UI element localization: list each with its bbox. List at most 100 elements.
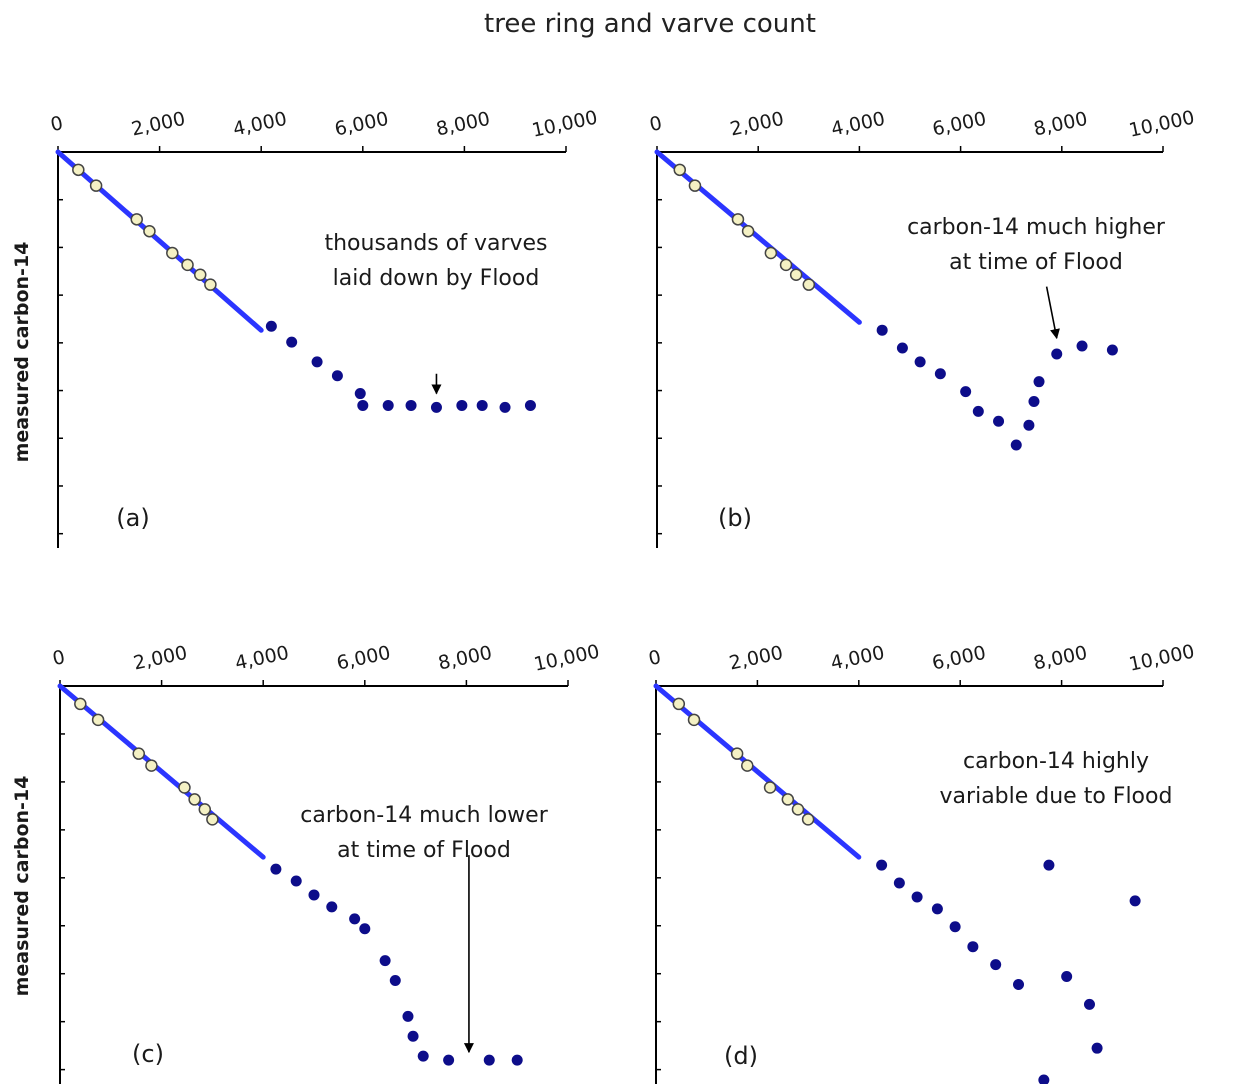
x-tick-label-d: 4,000 (829, 642, 887, 675)
data-point-b (1023, 419, 1035, 431)
open-point-c (74, 697, 87, 711)
data-point-d (1083, 998, 1095, 1010)
x-tick-label-c: 8,000 (436, 642, 494, 675)
x-tick-label-a: 0 (49, 112, 65, 136)
annotation-c: carbon-14 much lower (300, 803, 548, 828)
data-point-b (896, 342, 908, 354)
data-point-c (270, 863, 282, 875)
panel-d: 0 2,000 4,000 6,000 8,000 10,000 carbon-14 hig… (647, 640, 1197, 1084)
x-tick-label-b: 4,000 (829, 108, 887, 141)
data-point-c (349, 913, 361, 925)
data-point-a (405, 399, 417, 411)
open-point-c (178, 781, 191, 794)
data-point-a (456, 399, 468, 411)
open-point-d (741, 759, 754, 772)
data-point-c (402, 1010, 414, 1022)
x-tick-label-c: 6,000 (335, 642, 393, 675)
open-point-c (198, 803, 212, 816)
data-point-d (949, 921, 961, 933)
data-point-d (1013, 979, 1025, 990)
open-point-c (145, 759, 158, 772)
open-point-a (204, 278, 217, 291)
x-tick-label-c: 0 (51, 646, 67, 670)
open-point-b (779, 258, 793, 272)
data-point-a (476, 399, 488, 411)
x-tick-label-a: 6,000 (333, 108, 391, 141)
data-point-d (967, 941, 979, 953)
open-point-c (206, 813, 219, 826)
data-point-d (1038, 1074, 1050, 1084)
panel-b: 0 2,000 4,000 6,000 8,000 10,000 carbon-14 muc… (648, 106, 1197, 548)
open-point-b (789, 268, 803, 282)
open-point-b (741, 224, 755, 238)
data-point-a (286, 336, 298, 348)
x-tick-label-a: 8,000 (434, 108, 492, 141)
data-point-d (1091, 1042, 1103, 1054)
data-point-c (326, 901, 338, 913)
annotation-a: thousands of varves (324, 231, 547, 256)
data-point-b (993, 415, 1005, 427)
open-point-d (730, 747, 744, 760)
x-tick-label-d: 0 (647, 646, 663, 670)
x-tick-label-b: 6,000 (930, 108, 988, 141)
data-point-b (1051, 348, 1063, 360)
data-point-b (1033, 376, 1045, 388)
data-point-b (1076, 340, 1088, 352)
data-point-c (379, 955, 391, 967)
data-point-a (524, 399, 536, 411)
data-point-c (308, 889, 320, 901)
series-line-a (55, 149, 264, 333)
open-point-a (130, 213, 143, 226)
open-point-c (188, 793, 201, 806)
annotation-arrow-b (1045, 286, 1060, 340)
open-point-d (791, 803, 805, 816)
panel-c: 0 2,000 4,000 6,000 8,000 10,000 carbon-14 muc… (51, 640, 602, 1084)
data-point-b (876, 324, 888, 336)
data-point-c (443, 1054, 455, 1066)
open-point-b (802, 278, 816, 291)
open-point-d (781, 793, 795, 806)
x-tick-label-c: 2,000 (131, 642, 189, 675)
series-line-b (654, 149, 862, 325)
data-point-a (311, 356, 323, 368)
data-point-d (1043, 859, 1055, 871)
panel-label-c: (c) (132, 1040, 164, 1068)
x-tick-label-b: 10,000 (1127, 106, 1197, 141)
data-point-b (1028, 395, 1040, 407)
data-point-c (483, 1054, 495, 1066)
data-point-d (876, 859, 888, 871)
data-point-a (430, 401, 442, 413)
chart-panels: 0 2,000 4,000 6,000 8,000 10,000 thousands of … (49, 106, 1197, 1084)
data-point-a (382, 399, 394, 411)
x-tick-label-b: 0 (648, 112, 664, 136)
x-tick-label-d: 6,000 (930, 642, 988, 675)
panel-label-b: (b) (718, 504, 752, 532)
x-tick-label-a: 10,000 (530, 106, 600, 141)
data-point-b (1106, 344, 1118, 356)
data-point-a (354, 388, 366, 400)
open-point-c (91, 713, 105, 727)
data-point-a (331, 370, 343, 382)
open-point-a (181, 258, 194, 272)
data-point-c (407, 1030, 419, 1042)
x-tick-label-c: 10,000 (532, 640, 602, 675)
open-point-b (731, 213, 745, 226)
data-point-b (934, 368, 946, 380)
x-tick-label-b: 8,000 (1032, 108, 1090, 141)
x-tick-label-d: 2,000 (727, 642, 785, 675)
annotation-b: at time of Flood (949, 250, 1123, 275)
data-point-a (265, 320, 277, 332)
open-point-c (132, 747, 145, 760)
open-point-d (672, 697, 686, 711)
data-point-d (990, 959, 1002, 971)
open-point-d (763, 781, 777, 794)
x-tick-label-d: 8,000 (1031, 642, 1089, 675)
figure-title: tree ring and varve count (484, 9, 816, 39)
data-point-b (1010, 439, 1022, 451)
data-point-d (911, 891, 923, 903)
open-point-a (89, 179, 103, 192)
panel-a: 0 2,000 4,000 6,000 8,000 10,000 thousands of … (49, 106, 600, 548)
data-point-d (1061, 971, 1073, 983)
data-point-d (931, 903, 943, 915)
